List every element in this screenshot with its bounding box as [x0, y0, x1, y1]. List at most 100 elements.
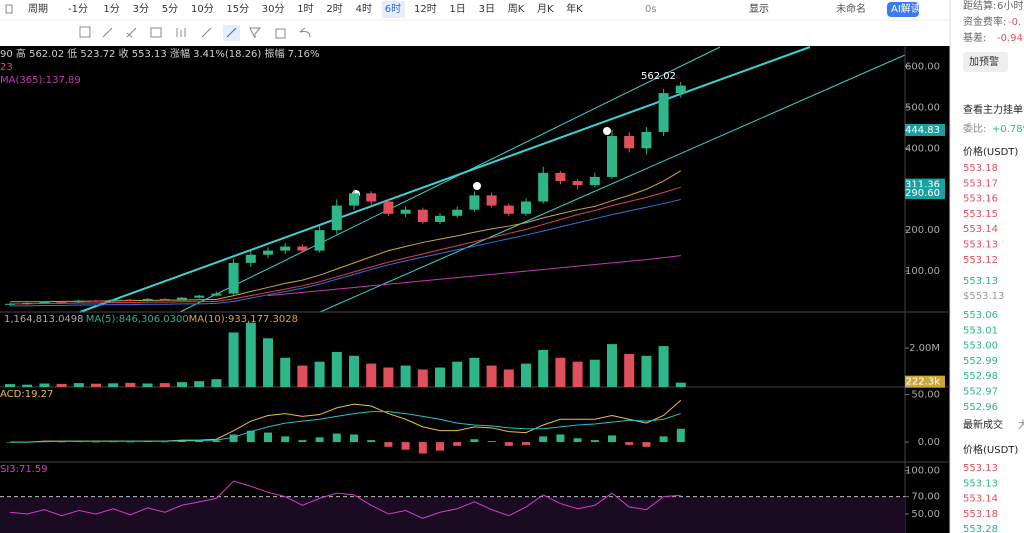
- volume-bar: [194, 381, 205, 387]
- dot: [603, 127, 611, 135]
- volume-bar: [280, 357, 291, 387]
- macd-bar: [573, 438, 582, 443]
- y-tick-label: 100.00: [905, 466, 940, 477]
- candle-body: [658, 93, 669, 132]
- macd-bar: [642, 442, 651, 447]
- macd-bar: [367, 440, 376, 443]
- candle-body: [349, 193, 359, 206]
- interval[interactable]: 10分: [191, 3, 214, 15]
- macd-bar: [92, 441, 100, 443]
- icon: [79, 26, 91, 38]
- macd-bar: [453, 442, 462, 446]
- volume-bar: [22, 384, 33, 387]
- candle-body: [503, 205, 514, 214]
- interval[interactable]: 30分: [262, 3, 285, 15]
- candle-body: [521, 201, 531, 214]
- volume-bar: [486, 365, 497, 387]
- volume-bar: [159, 383, 170, 387]
- interval[interactable]: 15分: [226, 3, 249, 15]
- macd-legend: ACD:19.27: [0, 389, 53, 400]
- volume-bar: [177, 382, 187, 387]
- macd-bar: [298, 440, 307, 443]
- interval[interactable]: 1分: [103, 3, 119, 15]
- interval[interactable]: 4时: [356, 3, 372, 15]
- macd-bar: [315, 437, 324, 443]
- candle-body: [297, 246, 308, 251]
- volume-bar: [263, 338, 273, 387]
- volume-bar: [331, 351, 342, 387]
- toolbar-item[interactable]: 未命名: [836, 2, 866, 15]
- candle-body: [469, 195, 480, 210]
- interval[interactable]: 3分: [133, 3, 149, 15]
- ai-button-bg[interactable]: [887, 2, 919, 17]
- volume-bar: [73, 383, 84, 387]
- interval[interactable]: 周K: [508, 3, 525, 15]
- volume-legend: MA(10):933,177.3028: [189, 314, 298, 325]
- period-label[interactable]: 周期: [28, 3, 48, 15]
- sidebar-value: -0.94 (-: [997, 33, 1024, 44]
- macd-bar: [436, 442, 444, 451]
- macd-bar: [143, 441, 152, 443]
- rsi-legend: SI3:71.59: [0, 464, 48, 475]
- interval[interactable]: 年K: [566, 2, 583, 15]
- candle-body: [400, 209, 411, 214]
- macd-bar: [590, 440, 599, 443]
- channel-line: [179, 46, 721, 313]
- legend: MA(365):137.89: [0, 75, 81, 86]
- volume-bar: [108, 383, 119, 387]
- interval[interactable]: 5分: [162, 3, 178, 15]
- icon: [226, 27, 237, 38]
- sidebar-label: 距结算:: [963, 0, 996, 12]
- macd-bar: [195, 440, 204, 443]
- y-tick-label: 100.00: [905, 266, 940, 277]
- rsi-line: [9, 480, 681, 519]
- toolbar-item[interactable]: 0s: [645, 4, 657, 15]
- macd-bar: [401, 442, 410, 450]
- candle-body: [383, 201, 394, 214]
- macd-bar: [522, 442, 530, 445]
- volume-bar: [452, 361, 463, 387]
- ma-line: [267, 255, 681, 297]
- interval[interactable]: 6时: [385, 3, 401, 15]
- volume-bar: [469, 357, 480, 387]
- rsi-band: [0, 496, 905, 533]
- candle-body: [538, 172, 549, 202]
- last-price: 553.13: [963, 276, 998, 287]
- sidebar-value: -0.: [1008, 17, 1021, 28]
- interval[interactable]: 月K: [537, 3, 554, 15]
- interval[interactable]: 1日: [449, 4, 465, 15]
- volume-bar: [503, 369, 514, 387]
- bid-price: 552.99: [963, 356, 998, 367]
- y-tick-label: 0.00: [918, 437, 940, 448]
- candle-body: [22, 302, 33, 304]
- last-usd: $553.13: [963, 291, 1004, 302]
- trade-price: 553.28: [963, 524, 998, 533]
- candle-body: [56, 301, 67, 303]
- interval[interactable]: -1分: [68, 3, 88, 15]
- alert-button[interactable]: [963, 52, 1008, 72]
- trade-price: 553.14: [963, 494, 998, 505]
- interval[interactable]: 12时: [414, 3, 437, 15]
- ask-price: 553.16: [963, 194, 998, 205]
- interval[interactable]: 2时: [326, 3, 342, 15]
- interval[interactable]: 3日: [479, 4, 495, 15]
- volume-bar: [572, 361, 583, 387]
- candle-body: [624, 136, 635, 149]
- trades-header: 价格(USDT): [963, 443, 1018, 456]
- trade-price: 553.13: [963, 478, 998, 489]
- trade-price: 553.18: [963, 509, 998, 520]
- volume-bar: [624, 353, 635, 387]
- candle-body: [280, 246, 291, 251]
- volume-bar: [142, 383, 153, 387]
- toolbar-item[interactable]: 显示: [749, 3, 769, 15]
- macd-bar: [608, 435, 616, 443]
- candle-body: [314, 230, 325, 251]
- ask-price: 553.12: [963, 255, 998, 266]
- interval[interactable]: 1时: [297, 3, 313, 15]
- y-tick-label: 200.00: [905, 225, 940, 236]
- y-tick-label: 50.00: [911, 390, 940, 401]
- icon: [176, 28, 186, 37]
- volume-bar: [417, 369, 428, 387]
- ratio-label: 委比:: [963, 122, 986, 135]
- toolbar-item[interactable]: AI解读: [891, 2, 921, 15]
